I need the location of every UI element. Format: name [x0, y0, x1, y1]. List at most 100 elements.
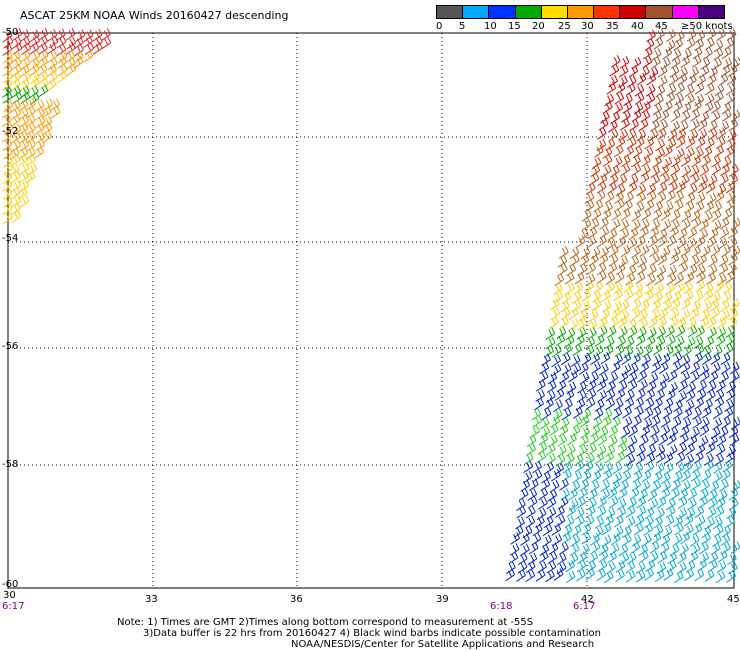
wind-barb — [692, 460, 702, 473]
wind-barb — [2, 202, 13, 215]
wind-barb — [666, 137, 677, 151]
wind-barb — [586, 235, 597, 249]
wind-barb — [537, 441, 548, 455]
wind-barb — [667, 128, 678, 142]
wind-barb — [633, 282, 644, 296]
wind-barb — [609, 63, 620, 77]
wind-barb — [525, 515, 536, 529]
wind-barb — [685, 507, 696, 520]
wind-barb — [727, 129, 737, 143]
wind-barb — [30, 49, 41, 63]
wind-barb — [721, 244, 731, 258]
wind-barb — [548, 316, 559, 330]
wind-barb — [38, 84, 49, 98]
wind-barb — [714, 144, 725, 158]
wind-barb — [663, 345, 674, 358]
wind-barb — [716, 560, 727, 573]
wind-barb — [652, 208, 663, 221]
wind-barb — [2, 211, 13, 225]
wind-barb — [612, 155, 623, 169]
wind-barb — [712, 57, 722, 71]
wind-barb — [660, 487, 671, 501]
wind-barb — [558, 245, 569, 259]
wind-barb — [675, 135, 686, 149]
wind-barb — [638, 118, 649, 132]
wind-barb — [665, 497, 676, 511]
wind-barb — [651, 360, 661, 374]
wind-barb — [681, 209, 692, 222]
wind-barb — [666, 334, 676, 348]
wind-barb — [652, 343, 663, 356]
wind-barb — [611, 416, 621, 430]
wind-barb — [577, 444, 588, 458]
wind-barb — [719, 173, 729, 187]
wind-barb — [591, 470, 602, 483]
wind-barb — [634, 345, 644, 359]
wind-barb — [530, 425, 540, 438]
wind-barb — [656, 496, 667, 509]
wind-barb — [545, 327, 556, 340]
wind-barb — [633, 522, 644, 536]
wind-barb — [584, 191, 595, 205]
wind-barb — [561, 407, 572, 421]
wind-barb — [727, 226, 738, 239]
wind-barb — [616, 497, 627, 511]
wind-barb — [600, 110, 610, 124]
wind-barb — [643, 523, 653, 536]
wind-barb — [538, 432, 549, 446]
wind-barb — [599, 363, 609, 376]
wind-barb — [717, 549, 728, 563]
wind-barb — [578, 362, 589, 375]
wind-barb — [721, 361, 731, 375]
wind-barb — [701, 469, 712, 482]
wind-barb — [671, 416, 682, 430]
wind-barb — [627, 371, 638, 384]
wind-barb — [660, 533, 671, 547]
wind-barb — [721, 46, 732, 60]
wind-barb — [607, 181, 617, 195]
wind-barb — [579, 434, 589, 448]
wind-barb — [10, 186, 21, 200]
wind-barb — [710, 362, 721, 375]
wind-barb — [689, 534, 700, 547]
wind-barb — [545, 443, 556, 456]
wind-barb — [515, 516, 525, 530]
wind-barb — [38, 35, 49, 48]
wind-barb — [663, 397, 674, 411]
wind-barb — [673, 570, 684, 584]
wind-barb — [662, 299, 672, 312]
wind-barb — [646, 444, 657, 457]
wind-barb — [645, 83, 656, 97]
wind-barb — [516, 569, 526, 582]
wind-barb — [18, 131, 29, 145]
wind-barb — [601, 289, 611, 303]
wind-barb — [570, 354, 581, 368]
wind-barb — [728, 118, 739, 132]
wind-barb — [718, 73, 729, 86]
wind-barb — [644, 282, 654, 295]
wind-barb — [26, 138, 36, 152]
wind-barb — [729, 433, 740, 447]
wind-barb — [541, 470, 551, 484]
wind-barb — [704, 569, 715, 582]
wind-barb — [701, 345, 712, 358]
wind-barb — [625, 569, 636, 583]
wind-barb — [708, 254, 718, 268]
wind-barb — [11, 210, 22, 224]
wind-barb — [11, 123, 22, 137]
wind-barb — [675, 82, 685, 96]
wind-barb — [617, 487, 628, 500]
wind-barb — [558, 496, 569, 509]
wind-barb — [553, 568, 564, 581]
legend-label: ≥50 knots — [681, 21, 733, 32]
wind-barb — [588, 309, 599, 322]
wind-barb — [668, 426, 679, 439]
wind-barb — [731, 417, 740, 430]
wind-barb — [588, 488, 598, 501]
wind-barb — [719, 479, 729, 492]
wind-barb — [619, 219, 630, 232]
wind-barb — [607, 228, 618, 241]
wind-barb — [726, 569, 737, 583]
wind-barb — [698, 495, 709, 509]
wind-barb — [703, 101, 714, 114]
